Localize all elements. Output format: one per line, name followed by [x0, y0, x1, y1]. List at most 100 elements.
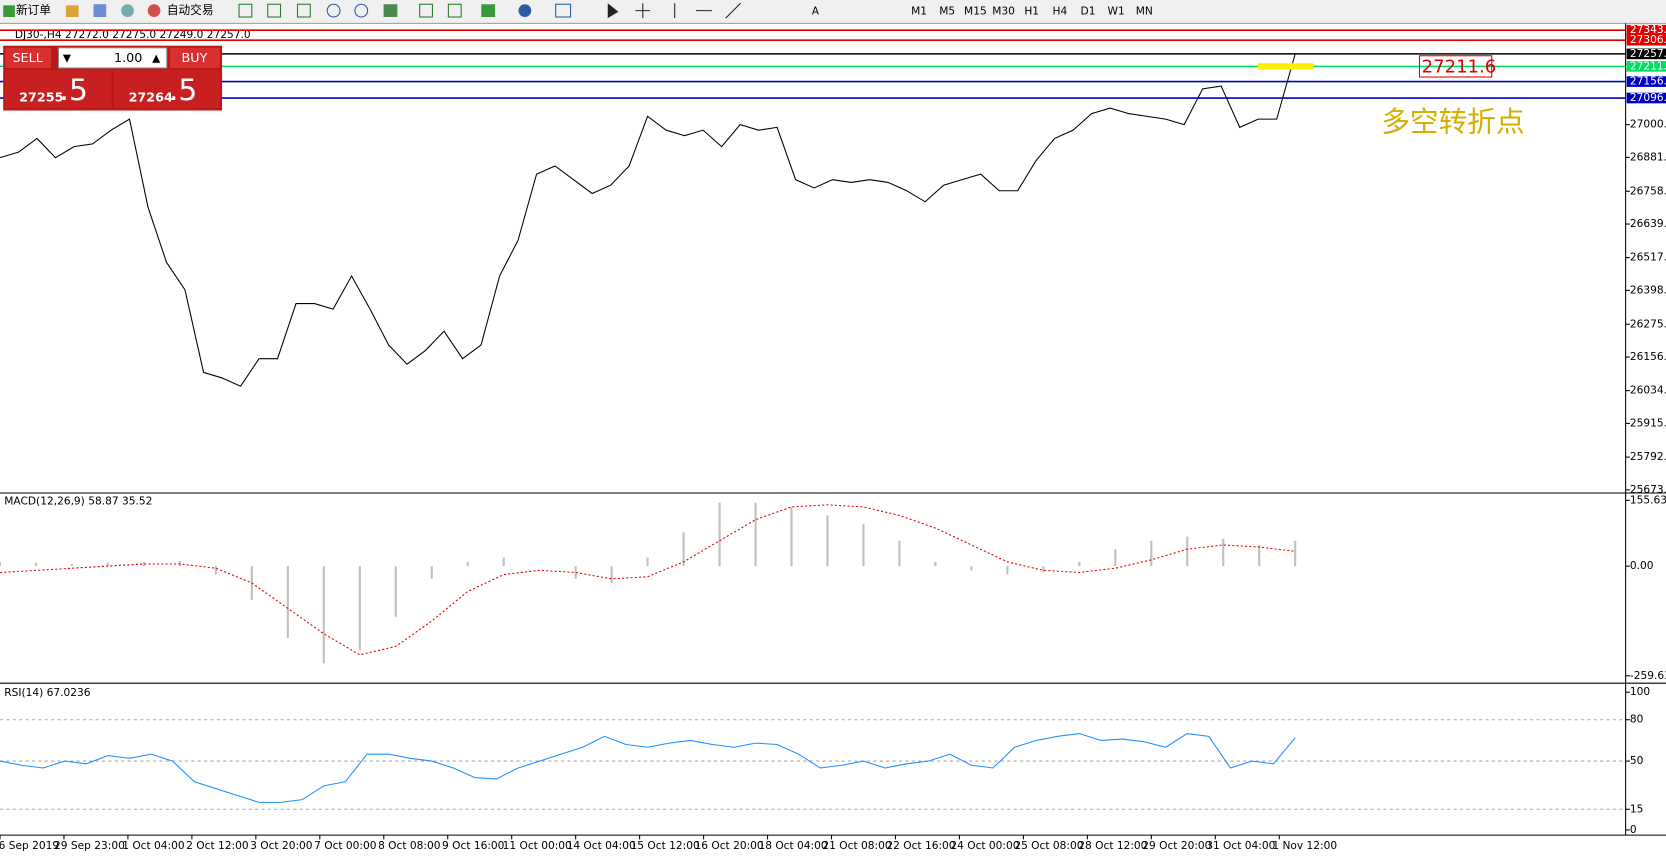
- zoom-out[interactable]: [354, 3, 369, 18]
- price-level-tag: [1626, 61, 1666, 72]
- tool-icon[interactable]: [296, 3, 311, 18]
- tool-icon[interactable]: [267, 3, 282, 18]
- y-tick-label: 27000.0: [1630, 118, 1666, 131]
- macd-title: MACD(12,26,9) 58.87 35.52: [4, 495, 152, 508]
- x-tick-label: 28 Oct 12:00: [1078, 839, 1147, 852]
- tool-icon[interactable]: [447, 3, 462, 18]
- ask-box[interactable]: [113, 70, 220, 109]
- y-tick-label: 0.00: [1630, 559, 1654, 572]
- y-tick-label: 26034.0: [1630, 384, 1666, 397]
- bid-box[interactable]: [5, 70, 112, 109]
- lots-value[interactable]: 1.00: [114, 51, 142, 66]
- timeframe-button[interactable]: H4: [1052, 5, 1067, 18]
- toolbar-icon[interactable]: [93, 4, 107, 18]
- timeframe-button[interactable]: H1: [1024, 5, 1039, 18]
- price-level-tag: [1626, 76, 1666, 87]
- y-tick-label: 0: [1630, 823, 1637, 836]
- ask-price-fraction: .5: [169, 73, 197, 108]
- y-tick-label: 26758.0: [1630, 184, 1666, 197]
- tool-icon[interactable]: [238, 3, 253, 18]
- x-tick-label: 14 Oct 04:00: [567, 839, 636, 852]
- timeframe-button[interactable]: D1: [1081, 5, 1096, 18]
- y-tick-label: 26517.0: [1630, 251, 1666, 264]
- price-level-label: 27257.0: [1630, 47, 1666, 60]
- buy-label[interactable]: BUY: [182, 51, 208, 66]
- timeframe-button[interactable]: M1: [911, 5, 927, 18]
- new-order-button[interactable]: 新订单: [16, 3, 51, 17]
- price-line: [0, 733, 1296, 803]
- timeframe-button[interactable]: MN: [1136, 5, 1153, 18]
- price-level-label: 27211.6: [1630, 59, 1666, 72]
- timeframe-button[interactable]: M30: [992, 5, 1015, 18]
- x-tick-label: 16 Oct 20:00: [695, 839, 764, 852]
- auto-trade-icon[interactable]: [147, 4, 161, 18]
- x-tick-label: 29 Sep 23:00: [54, 839, 125, 852]
- bid-price: 27255: [19, 90, 63, 105]
- periods[interactable]: [518, 4, 532, 18]
- tool-icon[interactable]: [419, 3, 433, 18]
- annotation: 27211.6: [1422, 56, 1497, 77]
- templates[interactable]: [555, 3, 572, 18]
- annotation: 多空转折点: [1381, 104, 1524, 138]
- price-level-label: 27343.0: [1630, 23, 1666, 36]
- price-level-tag: [1626, 92, 1666, 104]
- annotation-box: [1418, 55, 1493, 78]
- ask-price: 27264: [129, 90, 173, 105]
- price-level-label: 27156.3: [1630, 75, 1666, 88]
- y-tick-label: 50: [1630, 754, 1644, 767]
- toolbar-icon[interactable]: [121, 4, 134, 18]
- x-tick-label: 3 Oct 20:00: [250, 839, 313, 852]
- price-level-label: 27306.5: [1630, 33, 1666, 46]
- x-tick-label: 1 Nov 12:00: [1272, 839, 1337, 852]
- x-tick-label: 22 Oct 16:00: [886, 839, 955, 852]
- y-tick-label: 80: [1630, 713, 1644, 726]
- buy-button[interactable]: [170, 47, 220, 69]
- macd-signal: [0, 504, 1296, 656]
- y-tick-label: 25792.5: [1630, 450, 1666, 463]
- bid-price-fraction: .5: [60, 73, 88, 108]
- timeframe-button[interactable]: M15: [964, 5, 987, 18]
- lots-down[interactable]: ▼: [63, 51, 72, 64]
- sell-button[interactable]: [5, 47, 51, 69]
- toolbar: [0, 0, 1666, 24]
- x-tick-label: 24 Oct 00:00: [950, 839, 1019, 852]
- tool-icon[interactable]: [383, 4, 398, 18]
- rsi-title: RSI(14) 67.0236: [4, 686, 91, 699]
- y-tick-label: 25915.0: [1630, 416, 1666, 429]
- y-tick-label: 155.63: [1630, 493, 1666, 506]
- y-tick-label: 26398.0: [1630, 283, 1666, 296]
- highlight: [1258, 63, 1314, 70]
- cursor-tool[interactable]: [607, 3, 619, 19]
- price-level-label: 27096.6: [1630, 91, 1666, 104]
- timeframe-button[interactable]: M5: [939, 5, 955, 18]
- crosshair-tool[interactable]: [635, 3, 651, 19]
- lots-up[interactable]: ▲: [152, 51, 161, 64]
- auto-trade-button[interactable]: 自动交易: [167, 3, 214, 17]
- y-tick-label: 15: [1630, 802, 1644, 815]
- x-tick-label: 26 Sep 2019: [0, 839, 59, 852]
- timeframes: M1 M5 M15 M30 H1 H4 D1 W1 MN: [911, 5, 1153, 18]
- price-level-tag: [1626, 34, 1666, 46]
- x-tick-label: 8 Oct 08:00: [378, 839, 441, 852]
- y-tick-label: 26156.0: [1630, 350, 1666, 363]
- trendline-tool[interactable]: [725, 2, 741, 19]
- price-level-tag: [1626, 48, 1666, 60]
- toolbar-tools: A: [238, 2, 820, 19]
- y-tick-label: 26275.0: [1630, 317, 1666, 330]
- toolbar-icon[interactable]: [65, 5, 79, 18]
- x-tick-label: 15 Oct 12:00: [631, 839, 700, 852]
- indicators[interactable]: [481, 4, 496, 18]
- sell-label[interactable]: SELL: [12, 51, 43, 66]
- x-tick-label: 21 Oct 08:00: [822, 839, 891, 852]
- x-tick-label: 31 Oct 04:00: [1206, 839, 1275, 852]
- x-tick-label: 25 Oct 08:00: [1014, 839, 1083, 852]
- x-tick-label: 9 Oct 16:00: [442, 839, 505, 852]
- zoom-in[interactable]: [326, 3, 341, 18]
- y-tick-label: 26881.0: [1630, 150, 1666, 163]
- chart-header: DJ30-,H4 27272.0 27275.0 27249.0 27257.0: [15, 28, 251, 41]
- new-order-icon[interactable]: [3, 5, 15, 18]
- lots-input[interactable]: [57, 47, 168, 69]
- timeframe-button[interactable]: W1: [1108, 5, 1125, 18]
- text-tool[interactable]: A: [812, 5, 820, 18]
